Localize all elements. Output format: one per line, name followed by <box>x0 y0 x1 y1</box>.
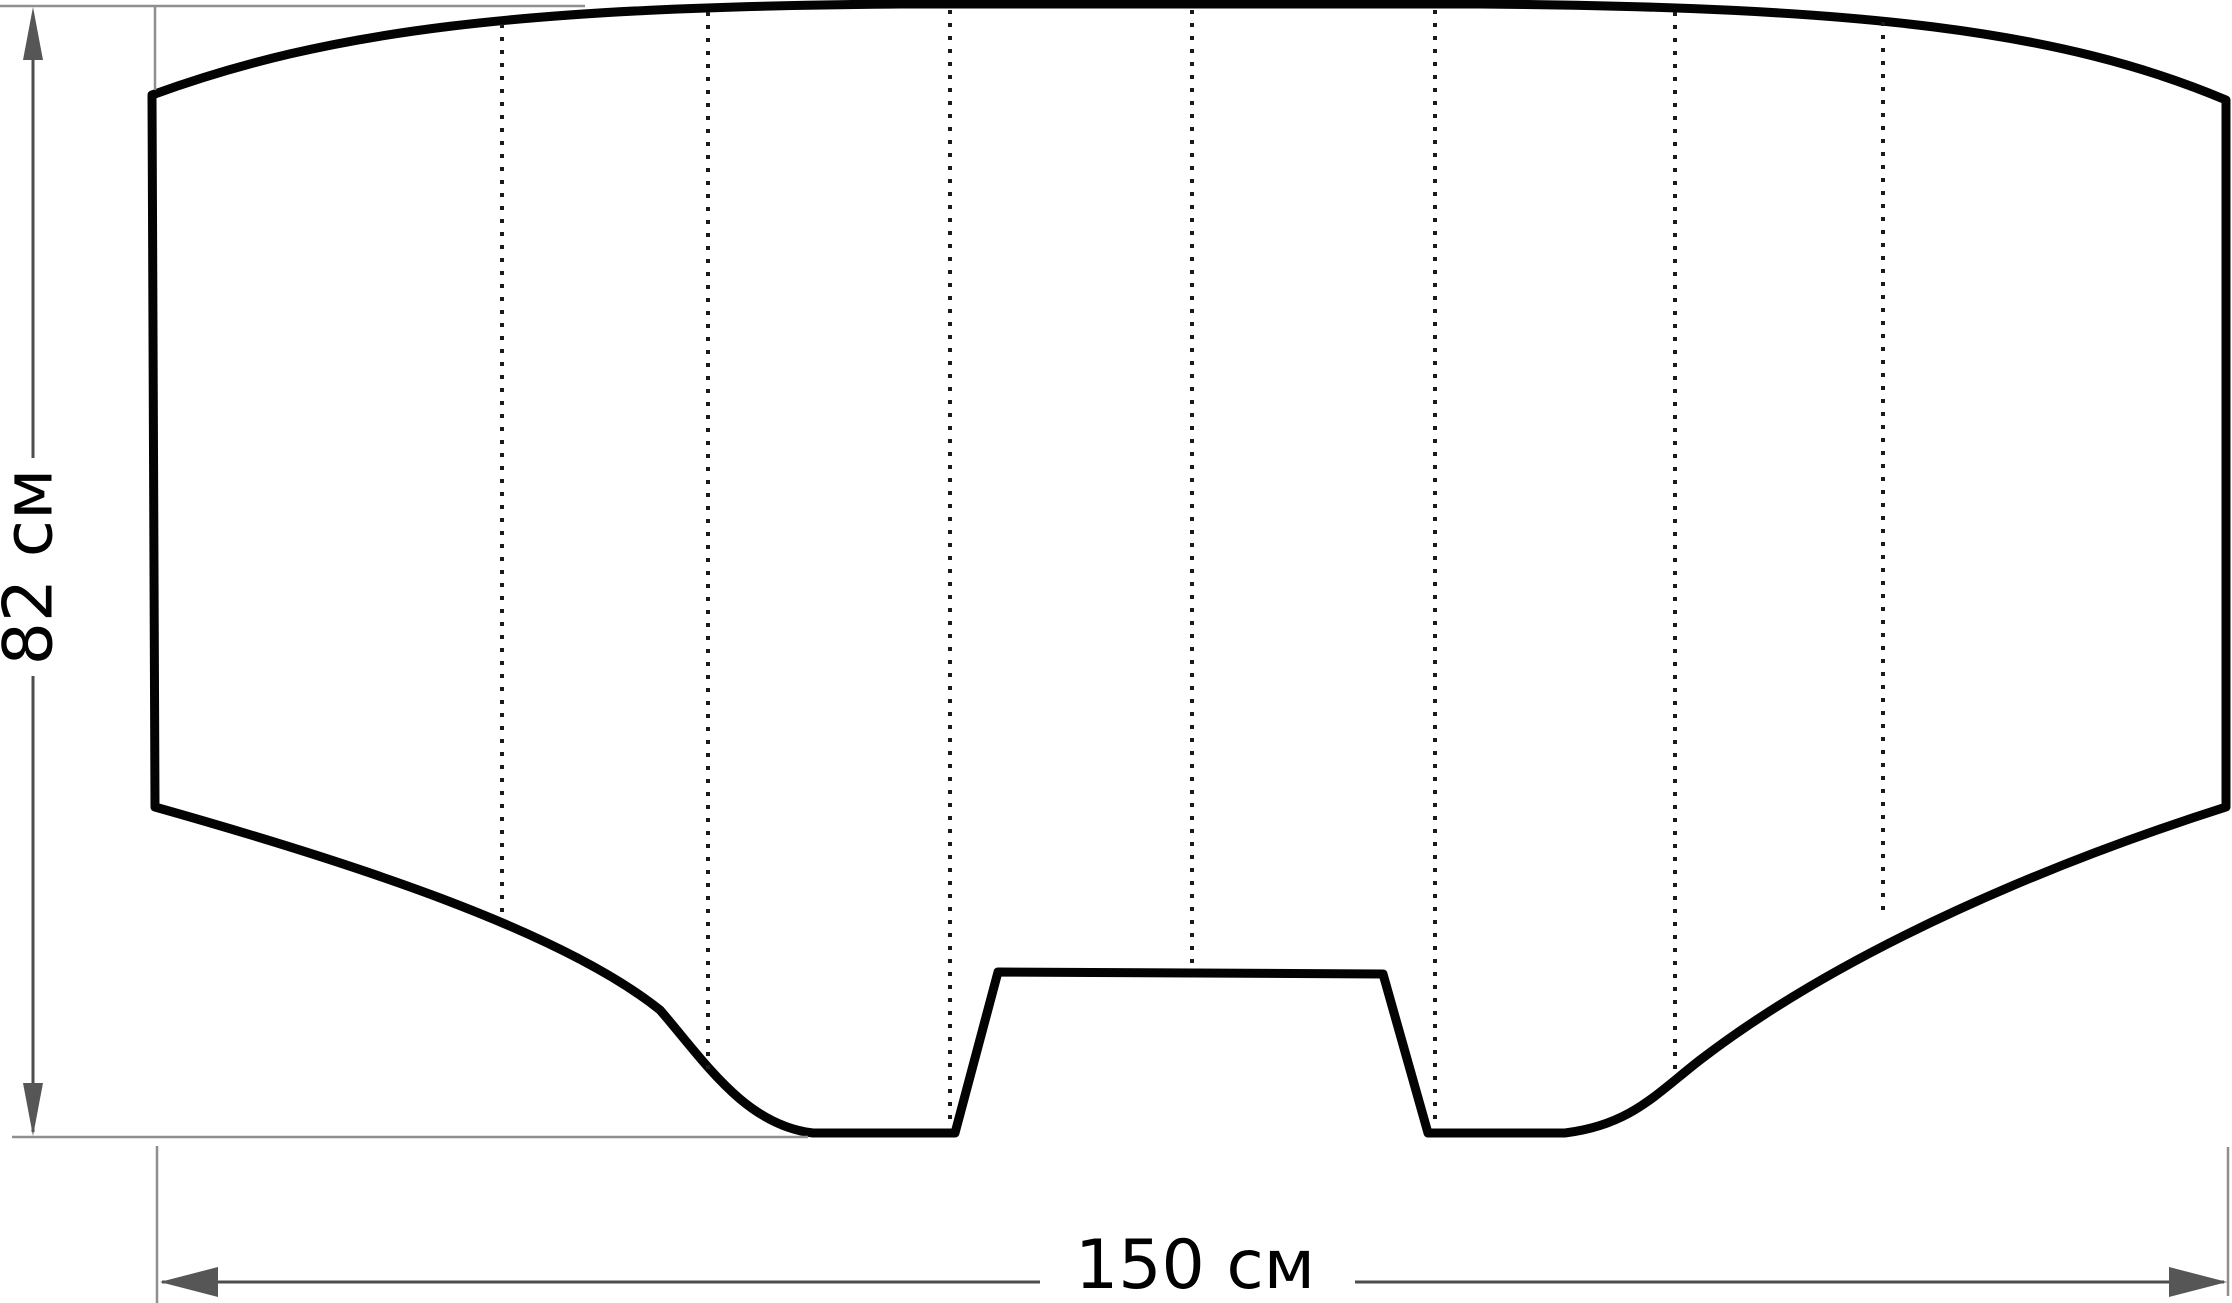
arrow-right-icon <box>2169 1267 2227 1297</box>
width-dimension: 150 см <box>160 1226 2227 1303</box>
fold-lines-group <box>500 10 1885 1126</box>
arrow-down-icon <box>23 1083 43 1136</box>
height-dimension-label: 82 см <box>0 469 69 666</box>
height-dimension: 82 см <box>0 7 69 1136</box>
arrow-up-icon <box>23 7 43 60</box>
width-dimension-label: 150 см <box>1075 1226 1315 1303</box>
sunshade-outline <box>147 0 2231 1138</box>
arrow-left-icon <box>160 1267 218 1297</box>
